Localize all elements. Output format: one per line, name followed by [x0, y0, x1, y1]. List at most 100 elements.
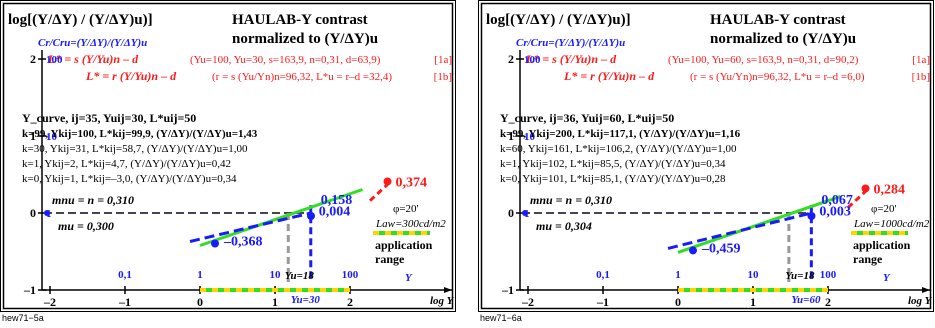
value-top: 0,374: [396, 176, 428, 191]
application-label: application: [375, 238, 433, 252]
x-tick-blue: 0,1: [596, 269, 610, 281]
mu-label: mu = 0,300: [58, 219, 114, 233]
x-tick-blue: 100: [342, 269, 359, 281]
formula-a: L* = s (Y/Yu)n – d: [47, 52, 139, 66]
title-right-2: normalized to (Y/ΔY)u: [710, 31, 856, 47]
inner-frame: [480, 2, 932, 310]
params-a: (Yu=100, Yu=30, s=163,9, n=0,31, d=63,9): [190, 54, 381, 66]
y-tick-blue: 100: [46, 54, 63, 66]
x-tick-blue: 1: [197, 269, 203, 281]
chart-panel-1: log[(Y/ΔY) / (Y/ΔY)u)] HAULAB-Y contrast n…: [0, 0, 456, 323]
formula-a: L* = s (Y/Yu)n – d: [525, 52, 617, 66]
info-row: k=0, Ykij=1, L*kij=–3,0, (Y/ΔY)/(Y/ΔY)u=…: [22, 173, 237, 185]
tag-b: [1b]: [912, 71, 930, 83]
title-left: log[(Y/ΔY) / (Y/ΔY)u)]: [8, 12, 153, 28]
x-axis-label: log Y: [430, 295, 455, 307]
yu18-label: Yu=18: [785, 270, 815, 282]
point-zero: [807, 212, 816, 220]
tag-a: [1a]: [434, 54, 452, 66]
info-row: k=60, Ykij=161, L*kij=106,2, (Y/ΔY)/(Y/Δ…: [500, 143, 737, 155]
red-dashed-curve: [846, 190, 867, 209]
y-tick-label: 2: [30, 52, 36, 66]
green-curve: [199, 188, 363, 247]
info-row: k=99, Ykij=100, L*kij=99,9, (Y/ΔY)/(Y/ΔY…: [22, 128, 258, 140]
range-label: range: [375, 252, 405, 266]
x-tick-label: –1: [118, 295, 131, 309]
y-tick-blue: 100: [524, 54, 541, 66]
mnu-label: mnu = n = 0,310: [52, 193, 134, 207]
x-tick-label: 0: [197, 295, 203, 309]
y-tick-label: 2: [508, 52, 514, 66]
params-b: (r = s (Yu/Yn)n=96,32, L*u = r–d =6,0): [690, 71, 865, 83]
footer-label: hew71−5a: [2, 313, 44, 323]
info-row: k=30, Ykij=31, L*kij=58,7, (Y/ΔY)/(Y/ΔY)…: [22, 143, 248, 155]
mu-label: mu = 0,304: [536, 219, 592, 233]
value-top: 0,284: [874, 182, 906, 197]
x-tick-blue: 10: [270, 269, 282, 281]
x-tick-blue: 100: [820, 269, 837, 281]
y-blue-label: Y: [883, 272, 891, 284]
x-tick-label: 2: [347, 295, 353, 309]
x-tick-blue: 10: [748, 269, 760, 281]
value-low: –0,368: [223, 234, 263, 249]
blue-dashed-curve: [189, 211, 312, 243]
law-label: Law=1000cd/m2: [853, 218, 930, 230]
outer-frame: [478, 0, 934, 312]
yu-label: Yu=30: [291, 294, 321, 306]
curve-title: Y_curve, ij=35, Yuij=30, L*uij=50: [22, 111, 196, 125]
title-right-1: HAULAB-Y contrast: [710, 12, 846, 28]
y-tick-label: 1: [508, 129, 514, 143]
y-tick-blue: 10: [46, 131, 58, 143]
formula-b: L* = r (Y/Yu)n – d: [85, 69, 177, 83]
curve-title: Y_curve, ij=36, Yuij=60, L*uij=50: [500, 111, 674, 125]
title-right-1: HAULAB-Y contrast: [232, 12, 368, 28]
x-tick-label: 2: [825, 295, 831, 309]
point-top: [383, 177, 392, 186]
title-left: log[(Y/ΔY) / (Y/ΔY)u)]: [486, 12, 631, 28]
yu18-label: Yu=18: [285, 270, 315, 282]
chart-panel-2: log[(Y/ΔY) / (Y/ΔY)u)] HAULAB-Y contrast n…: [478, 0, 934, 323]
point-low: [211, 239, 219, 248]
y-tick-blue: 10: [524, 131, 536, 143]
x-tick-label: 1: [750, 295, 756, 309]
y-tick-label: 1: [30, 129, 36, 143]
y-tick-label: 0: [30, 206, 36, 220]
x-tick-label: 1: [272, 295, 278, 309]
x-tick-label: –2: [43, 295, 56, 309]
subtitle: Cr/Cru=(Y/ΔY)/(Y/ΔY)u: [516, 37, 625, 49]
outer-frame: [0, 0, 456, 312]
title-right-2: normalized to (Y/ΔY)u: [232, 31, 378, 47]
blue-dashed-curve: [667, 211, 812, 250]
x-tick-label: 0: [675, 295, 681, 309]
value-zero: 0,004: [319, 204, 351, 219]
info-row: k=99, Ykij=200, L*kij=117,1, (Y/ΔY)/(Y/Δ…: [500, 128, 741, 140]
x-tick-label: –2: [521, 295, 534, 309]
application-label: application: [853, 238, 911, 252]
x-axis-arrow: [922, 287, 930, 293]
info-row: k=1, Ykij=102, L*kij=85,5, (Y/ΔY)/(Y/ΔY)…: [500, 158, 726, 170]
y-tick-label: 0: [508, 206, 514, 220]
y-tick-label: –1: [501, 283, 514, 297]
params-b: (r = s (Yu/Yn)n=96,32, L*u = r–d =32,4): [212, 71, 392, 83]
point-origin: [522, 210, 528, 216]
y-tick-label: –1: [23, 283, 36, 297]
tag-b: [1b]: [434, 71, 452, 83]
info-row: k=0, Ykij=101, L*kij=85,1, (Y/ΔY)/(Y/ΔY)…: [500, 173, 726, 185]
value-zero: 0,003: [819, 204, 851, 219]
red-dashed-curve: [368, 183, 389, 202]
range-label: range: [853, 252, 883, 266]
point-top: [861, 184, 870, 193]
tag-a: [1a]: [912, 54, 930, 66]
yu-label: Yu=60: [791, 294, 821, 306]
mnu-label: mnu = n = 0,310: [530, 193, 612, 207]
formula-b: L* = r (Y/Yu)n – d: [563, 69, 655, 83]
x-axis-arrow: [444, 287, 452, 293]
subtitle: Cr/Cru=(Y/ΔY)/(Y/ΔY)u: [38, 37, 147, 49]
phi-label: φ=20': [871, 203, 897, 215]
inner-frame: [2, 2, 454, 310]
point-zero: [307, 212, 315, 220]
x-tick-label: –1: [596, 295, 609, 309]
y-blue-label: Y: [405, 272, 413, 284]
